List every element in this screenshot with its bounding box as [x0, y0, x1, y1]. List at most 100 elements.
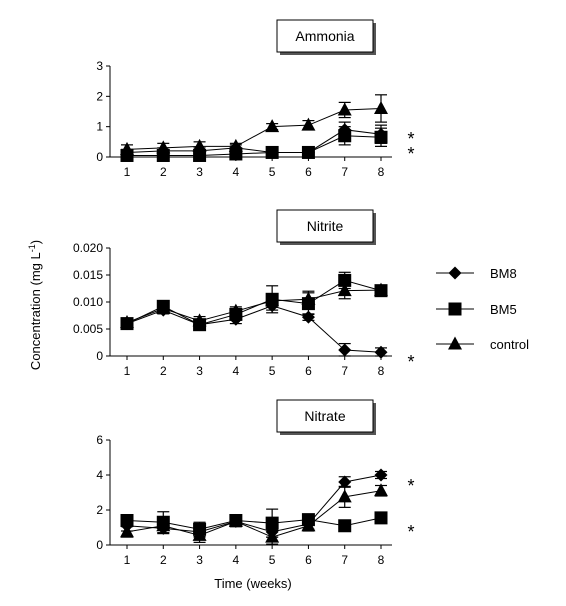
ammonia-control-point	[120, 141, 134, 155]
ammonia-panel: Ammonia 0 1 2 3 1 2 3 4 5 6 7 8 **	[96, 19, 415, 179]
nitrate-bm5-point	[338, 519, 352, 533]
nitrate-y-tick-label: 4	[96, 468, 103, 482]
nitrite-control-point	[120, 315, 134, 329]
nitrite-x-tick-label: 1	[124, 364, 131, 378]
nitrite-control-point	[156, 300, 171, 314]
nitrite-title: Nitrite	[307, 218, 344, 234]
nitrite-control-point	[265, 293, 280, 307]
ammonia-control-point	[301, 117, 316, 131]
legend-label: BM8	[490, 266, 517, 281]
nitrate-bm8-point	[374, 468, 388, 482]
ammonia-x-tick-label: 3	[196, 165, 203, 179]
ammonia-control-line	[126, 107, 382, 150]
nitrite-control-point	[337, 283, 352, 297]
nitrate-panel: Nitrate 0 2 4 6 1 2 3 4 5 6 7 8 * *	[96, 399, 415, 567]
nitrite-y-tick-label: 0.010	[73, 295, 103, 309]
nitrate-control-point	[120, 524, 134, 538]
ammonia-control-point	[337, 102, 352, 116]
ammonia-x-tick-label: 6	[305, 165, 312, 179]
nitrate-bm5-point	[265, 516, 279, 530]
nitrite-control-point	[374, 282, 388, 296]
nitrate-control-point	[156, 518, 171, 532]
y-axis-title-close: )	[28, 240, 43, 244]
nitrate-y-tick-label: 2	[96, 503, 103, 517]
nitrate-control-point	[337, 489, 352, 503]
nitrate-title: Nitrate	[304, 408, 345, 424]
legend-label: BM5	[490, 302, 517, 317]
ammonia-bm5-point	[193, 148, 207, 162]
legend-item-bm5: BM5	[436, 302, 517, 317]
nitrate-bm5-point	[120, 514, 134, 527]
nitrite-y-tick-label: 0.020	[73, 241, 103, 255]
ammonia-x-tick-label: 2	[160, 165, 167, 179]
nitrate-bm8-line	[126, 474, 382, 533]
nitrate-control-point	[265, 529, 280, 543]
nitrate-control-series	[120, 483, 388, 545]
ammonia-significance-star: *	[407, 129, 414, 149]
legend-marker	[448, 302, 462, 316]
ammonia-y-tick-label: 1	[96, 120, 103, 134]
nitrite-control-point	[301, 291, 316, 305]
nitrite-bm8-point	[338, 343, 352, 357]
ammonia-control-series	[120, 94, 388, 155]
ammonia-x-tick-label: 8	[378, 165, 385, 179]
nitrate-title-box	[276, 399, 374, 433]
nitrite-x-tick-label: 4	[233, 364, 240, 378]
y-axis-title: Concentration (mg L-1)	[27, 240, 43, 370]
ammonia-title: Ammonia	[295, 28, 354, 44]
nitrite-x-tick-label: 8	[378, 364, 385, 378]
nitrite-x-tick-label: 7	[341, 364, 348, 378]
nitrite-control-point	[228, 303, 243, 317]
legend-label: control	[490, 337, 529, 352]
nitrite-x-tick-label: 5	[269, 364, 276, 378]
ammonia-bm5-point	[301, 145, 315, 159]
ammonia-y-tick-label: 2	[96, 89, 103, 103]
nitrite-y-tick-label: 0.005	[73, 322, 103, 336]
x-axis-title: Time (weeks)	[214, 576, 292, 591]
legend-item-bm8: BM8	[436, 266, 517, 281]
nitrate-significance-star: *	[407, 476, 414, 496]
ammonia-bm5-point	[338, 129, 352, 143]
ammonia-control-point	[192, 138, 207, 152]
panels: Ammonia 0 1 2 3 1 2 3 4 5 6 7 8 * * Nitrite 0 0.005 0.010 0…	[73, 19, 415, 567]
ammonia-control-point	[156, 140, 171, 154]
ammonia-x-tick-label: 5	[269, 165, 276, 179]
nitrite-x-tick-label: 6	[305, 364, 312, 378]
ammonia-title-box	[276, 19, 374, 53]
nitrate-x-tick-label: 4	[233, 553, 240, 567]
nitrite-control-series	[120, 281, 388, 329]
nitrite-control-line	[126, 289, 382, 323]
nitrite-bm5-series	[120, 271, 388, 332]
ammonia-bm5-point	[374, 130, 388, 144]
ammonia-control-point	[265, 119, 280, 133]
ammonia-control-point	[374, 100, 388, 114]
nitrite-y-tick-label: 0.015	[73, 268, 103, 282]
nitrate-x-tick-label: 3	[196, 553, 203, 567]
nitrite-bm8-point	[374, 345, 388, 359]
nitrate-control-point	[192, 527, 207, 541]
nitrate-x-tick-label: 8	[378, 553, 385, 567]
nitrite-x-tick-label: 2	[160, 364, 167, 378]
nitrate-y-tick-label: 0	[96, 538, 103, 552]
nitrate-x-tick-label: 7	[341, 553, 348, 567]
nitrate-x-tick-label: 6	[305, 553, 312, 567]
ammonia-x-tick-label: 4	[233, 165, 240, 179]
nitrate-x-tick-label: 5	[269, 553, 276, 567]
y-axis-title-main: Concentration (mg L	[28, 252, 43, 370]
nitrite-panel: Nitrite 0 0.005 0.010 0.015 0.020 1 2 3 4 5 6 7 8 *	[73, 209, 415, 378]
y-axis-title-exponent: -1	[27, 244, 37, 252]
nitrite-x-tick-label: 3	[196, 364, 203, 378]
ammonia-y-tick-label: 3	[96, 59, 103, 73]
ammonia-y-tick-label: 0	[96, 150, 103, 164]
ammonia-bm5-series	[120, 126, 388, 162]
nitrate-control-point	[374, 483, 388, 497]
nitrate-x-tick-label: 1	[124, 553, 131, 567]
nitrite-bm5-point	[338, 273, 352, 287]
nitrate-bm5-point	[374, 511, 388, 525]
ammonia-x-tick-label: 1	[124, 165, 131, 179]
nitrate-control-point	[301, 518, 316, 532]
nitrite-significance-star: *	[407, 352, 414, 372]
nitrite-control-point	[192, 313, 207, 327]
nitrate-x-tick-label: 2	[160, 553, 167, 567]
nitrate-y-tick-label: 6	[96, 433, 103, 447]
